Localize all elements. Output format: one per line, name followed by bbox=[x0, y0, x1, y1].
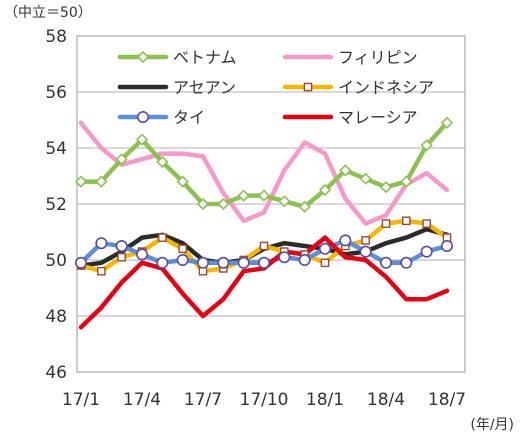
series-0-point bbox=[400, 175, 413, 188]
series-0-point bbox=[298, 200, 311, 213]
legend-label-1: フィリピン bbox=[338, 48, 418, 67]
legend-label-4: タイ bbox=[173, 108, 205, 127]
x-tick-label: 17/10 bbox=[240, 390, 289, 410]
x-tick-label: 18/7 bbox=[428, 390, 466, 410]
series-4-point bbox=[95, 237, 108, 250]
series-4-point bbox=[318, 242, 331, 255]
series-4-point bbox=[440, 240, 453, 253]
series-3-point bbox=[361, 236, 370, 245]
series-4-point bbox=[379, 256, 392, 269]
series-3-point bbox=[259, 241, 269, 251]
series-0-point bbox=[440, 116, 454, 129]
series-3-point bbox=[178, 244, 187, 254]
legend-marker-3 bbox=[303, 82, 313, 92]
series-4-point bbox=[115, 240, 128, 253]
y-axis-unit-label: （中立＝50） bbox=[4, 5, 92, 21]
series-4-point bbox=[197, 256, 210, 269]
series-0-point bbox=[135, 133, 149, 146]
series-3-point bbox=[320, 258, 330, 268]
x-tick-label: 17/4 bbox=[123, 390, 161, 410]
series-0-point bbox=[74, 175, 88, 188]
legend-marker-4 bbox=[137, 111, 150, 124]
x-tick-label: 18/4 bbox=[367, 390, 405, 410]
legend-label-0: ベトナム bbox=[173, 48, 237, 67]
series-0-point bbox=[115, 153, 128, 166]
series-0-point bbox=[339, 164, 352, 177]
series-4-point bbox=[156, 256, 169, 269]
series-0-point bbox=[278, 195, 291, 208]
legend-label-3: インドネシア bbox=[338, 78, 434, 97]
series-4-point bbox=[400, 256, 413, 269]
series-4-point bbox=[237, 256, 250, 269]
y-tick-label: 46 bbox=[45, 363, 67, 383]
series-0-point bbox=[196, 197, 210, 211]
series-4-point bbox=[359, 245, 372, 258]
legend-marker-0 bbox=[136, 50, 150, 64]
series-4-point bbox=[176, 254, 189, 267]
series-0-point bbox=[379, 181, 393, 194]
series-4-point bbox=[136, 248, 149, 261]
series-0-point bbox=[176, 175, 189, 188]
series-0-point bbox=[257, 189, 271, 202]
series-4-point bbox=[298, 254, 311, 267]
series-3-point bbox=[381, 219, 391, 228]
plot-area-border bbox=[76, 35, 466, 373]
y-tick-label: 54 bbox=[45, 139, 67, 159]
series-3-point bbox=[97, 266, 106, 276]
series-0-point bbox=[95, 175, 108, 188]
x-axis-unit-label: (年/月) bbox=[470, 417, 514, 433]
series-4-point bbox=[217, 256, 230, 269]
series-3-point bbox=[158, 233, 167, 242]
y-tick-label: 52 bbox=[45, 195, 67, 215]
series-4-point bbox=[278, 251, 291, 264]
x-tick-label: 17/1 bbox=[62, 390, 100, 410]
series-0-point bbox=[318, 183, 332, 197]
x-tick-label: 17/7 bbox=[184, 390, 222, 410]
y-tick-label: 50 bbox=[45, 251, 67, 271]
series-3-point bbox=[117, 252, 126, 262]
series-0-point bbox=[217, 197, 230, 211]
series-line-1 bbox=[78, 120, 450, 226]
series-3-point bbox=[402, 216, 411, 226]
series-4-point bbox=[75, 256, 88, 269]
y-tick-label: 48 bbox=[45, 307, 67, 327]
y-tick-label: 56 bbox=[45, 83, 67, 103]
series-3-point bbox=[422, 219, 431, 228]
series-4-point bbox=[257, 256, 270, 269]
x-tick-label: 18/1 bbox=[306, 390, 344, 410]
y-tick-label: 58 bbox=[45, 27, 67, 47]
series-0-point bbox=[359, 172, 372, 185]
legend-label-5: マレーシア bbox=[338, 108, 418, 127]
series-4-point bbox=[420, 245, 433, 258]
series-4-point bbox=[339, 234, 352, 247]
series-0-point bbox=[420, 139, 433, 152]
legend-label-2: アセアン bbox=[173, 78, 236, 97]
series-0-point bbox=[237, 189, 250, 202]
series-0-point bbox=[156, 155, 169, 169]
